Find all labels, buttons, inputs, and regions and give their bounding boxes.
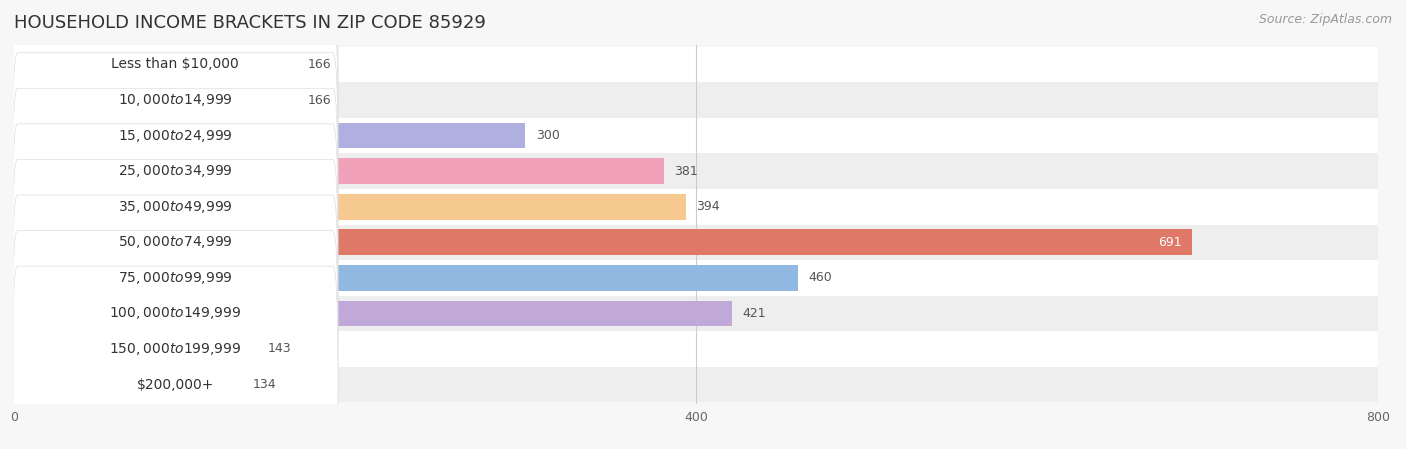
Text: $100,000 to $149,999: $100,000 to $149,999 [108,305,242,321]
FancyBboxPatch shape [14,47,1378,82]
Text: HOUSEHOLD INCOME BRACKETS IN ZIP CODE 85929: HOUSEHOLD INCOME BRACKETS IN ZIP CODE 85… [14,14,486,32]
Bar [14,123,526,148]
FancyBboxPatch shape [13,124,337,361]
FancyBboxPatch shape [14,331,1378,367]
Bar [14,265,799,291]
FancyBboxPatch shape [14,118,1378,154]
Text: $15,000 to $24,999: $15,000 to $24,999 [118,128,232,144]
Text: 381: 381 [673,165,697,178]
FancyBboxPatch shape [14,154,1378,189]
FancyBboxPatch shape [13,230,337,449]
Text: 166: 166 [308,93,330,106]
Bar [14,336,257,362]
FancyBboxPatch shape [13,266,337,449]
FancyBboxPatch shape [14,189,1378,224]
Text: 300: 300 [536,129,560,142]
Text: $35,000 to $49,999: $35,000 to $49,999 [118,199,232,215]
FancyBboxPatch shape [13,159,337,396]
Text: $10,000 to $14,999: $10,000 to $14,999 [118,92,232,108]
FancyBboxPatch shape [13,0,337,219]
Bar [14,52,297,77]
Text: $50,000 to $74,999: $50,000 to $74,999 [118,234,232,250]
Text: 166: 166 [308,58,330,71]
Text: $200,000+: $200,000+ [136,378,214,392]
Text: $150,000 to $199,999: $150,000 to $199,999 [108,341,242,357]
FancyBboxPatch shape [14,224,1378,260]
Bar [14,87,297,113]
Text: 134: 134 [253,378,277,391]
Text: 691: 691 [1159,236,1182,249]
Text: $75,000 to $99,999: $75,000 to $99,999 [118,270,232,286]
FancyBboxPatch shape [14,260,1378,295]
FancyBboxPatch shape [13,195,337,432]
FancyBboxPatch shape [14,82,1378,118]
Bar [14,194,686,220]
Bar [14,372,242,397]
Bar [14,301,731,326]
Text: Less than $10,000: Less than $10,000 [111,57,239,71]
Text: Source: ZipAtlas.com: Source: ZipAtlas.com [1258,13,1392,26]
FancyBboxPatch shape [14,295,1378,331]
FancyBboxPatch shape [13,53,337,290]
FancyBboxPatch shape [14,367,1378,402]
Bar [14,229,1192,255]
FancyBboxPatch shape [13,0,337,183]
Bar [14,158,664,184]
Text: 143: 143 [269,343,291,356]
Text: 421: 421 [742,307,766,320]
Text: 394: 394 [696,200,720,213]
Text: 460: 460 [808,271,832,284]
Text: $25,000 to $34,999: $25,000 to $34,999 [118,163,232,179]
FancyBboxPatch shape [13,17,337,254]
FancyBboxPatch shape [13,88,337,325]
